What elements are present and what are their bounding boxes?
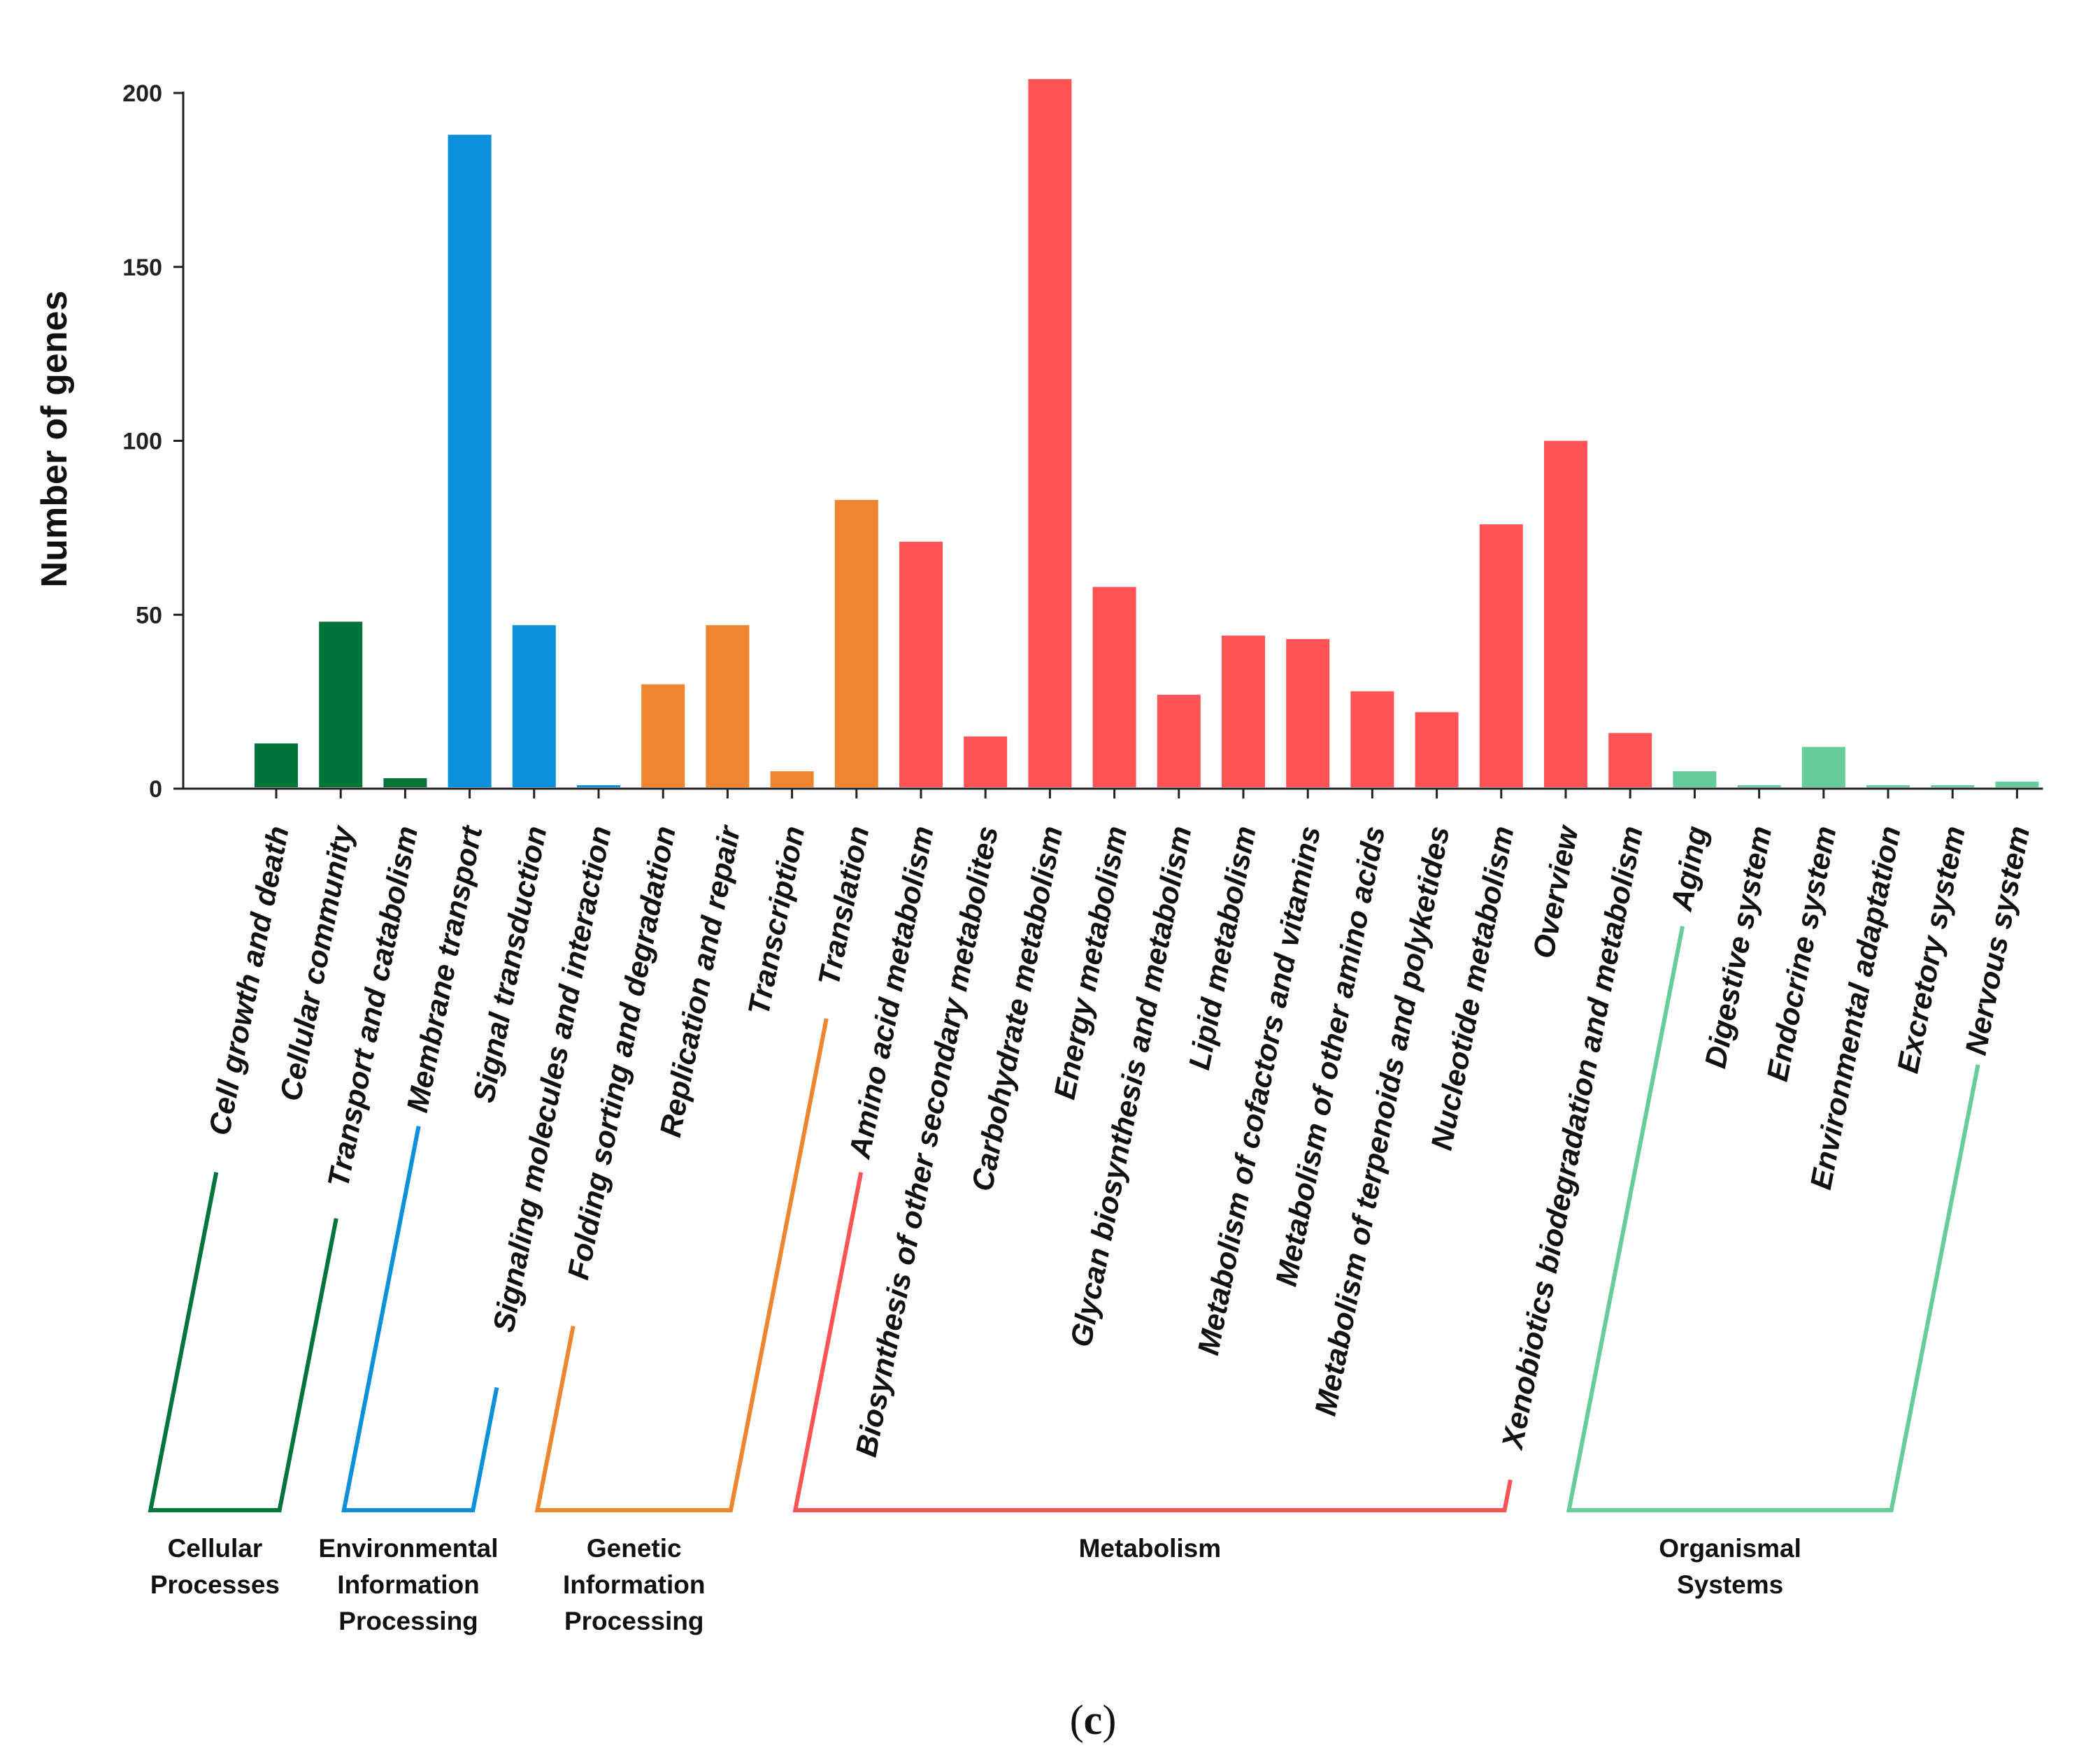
bar-lipid-metabolism — [1222, 636, 1265, 787]
category-label-overview: Overview — [1527, 822, 1585, 961]
category-label-transcription: Transcription — [742, 824, 811, 1018]
category-label-aging: Aging — [1665, 824, 1715, 915]
bar-metabolism-of-other-amino-acids — [1350, 691, 1394, 787]
bar-signaling-molecules-and-interaction — [577, 785, 620, 787]
bar-excretory-system — [1931, 785, 1975, 787]
bar-folding-sorting-and-degradation — [641, 684, 685, 787]
category-label-glycan-biosynthesis-and-metabolism: Glycan biosynthesis and metabolism — [1064, 824, 1199, 1350]
y-tick-label: 50 — [136, 602, 162, 629]
bar-aging — [1673, 771, 1717, 787]
bar-transport-and-catabolism — [383, 778, 427, 787]
bracket-cellular-processes — [148, 1172, 338, 1512]
category-label-xenobiotics-biodegradation-and-metabolism: Xenobiotics biodegradation and metabolis… — [1496, 824, 1650, 1453]
bar-replication-and-repair — [706, 625, 750, 787]
bar-translation — [834, 500, 878, 787]
bar-metabolism-of-terpenoids-and-polyketides — [1415, 712, 1459, 787]
bar-glycan-biosynthesis-and-metabolism — [1157, 694, 1201, 787]
group-label-cellular-processes: Cellular Processes — [150, 1534, 280, 1599]
bar-transcription — [770, 771, 814, 787]
bar-nucleotide-metabolism — [1479, 524, 1523, 787]
category-label-lipid-metabolism: Lipid metabolism — [1183, 824, 1263, 1073]
y-axis-title: Number of genes — [34, 291, 75, 588]
category-label-endocrine-system: Endocrine system — [1761, 824, 1843, 1084]
y-tick-label: 150 — [122, 254, 162, 281]
bar-biosynthesis-of-other-secondary-metabolites — [964, 736, 1008, 787]
group-label-organismal-systems: Organismal Systems — [1659, 1534, 1801, 1599]
category-label-translation: Translation — [812, 824, 876, 989]
bracket-metabolism — [792, 1172, 1513, 1512]
bar-cell-growth-and-death — [255, 743, 298, 787]
bar-cellular-community — [319, 622, 363, 787]
group-label-genetic-information-processing: Genetic Information Processing — [563, 1534, 705, 1635]
group-brackets — [148, 926, 1980, 1512]
bar-metabolism-of-cofactors-and-vitamins — [1286, 639, 1330, 787]
axes: 0 50 100 150 200 — [122, 80, 2043, 803]
category-label-nervous-system: Nervous system — [1959, 824, 2037, 1058]
group-label-metabolism: Metabolism — [1079, 1534, 1222, 1563]
bar-energy-metabolism — [1092, 587, 1136, 787]
bar-membrane-transport — [448, 134, 492, 787]
bracket-organismal-systems — [1566, 926, 1980, 1512]
bar-signal-transduction — [512, 625, 556, 787]
group-labels: Cellular Processes Environmental Informatio… — [150, 1534, 1801, 1635]
group-label-environmental-information-processing: Environmental Information Processing — [319, 1534, 499, 1635]
y-tick-label: 100 — [122, 429, 162, 455]
bar-digestive-system — [1737, 785, 1781, 787]
bar-endocrine-system — [1801, 747, 1845, 787]
bar-environmental-adaptation — [1866, 785, 1910, 787]
y-tick-label: 200 — [122, 80, 162, 107]
bracket-genetic-information-processing — [534, 1018, 829, 1512]
bar-nervous-system — [1995, 782, 2039, 787]
bracket-environmental-information-processing — [341, 1126, 499, 1512]
bar-overview — [1544, 440, 1587, 787]
category-label-digestive-system: Digestive system — [1699, 824, 1778, 1071]
category-label-excretory-system: Excretory system — [1891, 824, 1972, 1076]
panel-label: (c) — [1070, 1697, 1117, 1743]
y-tick-label: 0 — [149, 776, 162, 803]
bar-xenobiotics-biodegradation-and-metabolism — [1608, 733, 1652, 787]
bar-carbohydrate-metabolism — [1028, 79, 1072, 788]
bar-amino-acid-metabolism — [899, 541, 943, 787]
bars — [255, 79, 2039, 788]
